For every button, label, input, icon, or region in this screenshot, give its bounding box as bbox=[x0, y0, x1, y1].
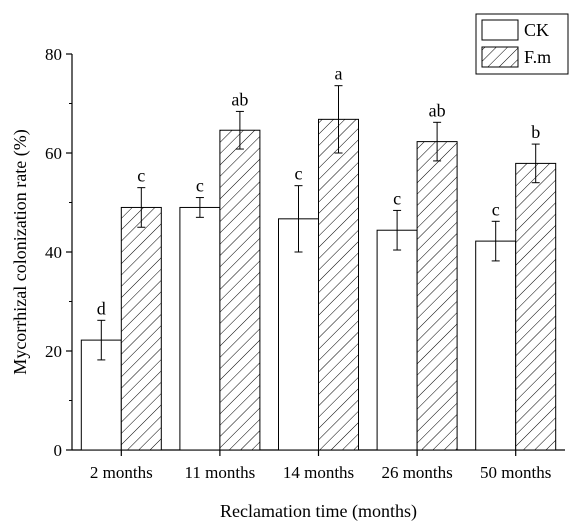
legend-swatch-fm bbox=[481, 46, 519, 68]
bar-fm bbox=[120, 206, 162, 451]
x-tick-label: 2 months bbox=[90, 463, 153, 482]
x-tick-label: 26 months bbox=[381, 463, 452, 482]
bar-ck bbox=[179, 206, 221, 451]
bar-ck bbox=[278, 218, 319, 451]
significance-letter: a bbox=[335, 64, 343, 84]
legend-label-fm: F.m bbox=[524, 47, 551, 67]
bar-ck bbox=[80, 339, 122, 451]
y-axis-title: Mycorrhizal colonization rate (%) bbox=[10, 129, 31, 374]
legend-label-ck: CK bbox=[524, 20, 549, 40]
significance-letter: c bbox=[295, 164, 303, 184]
x-tick-label: 11 months bbox=[185, 463, 256, 482]
significance-letter: c bbox=[393, 188, 401, 208]
bar-fm bbox=[515, 162, 557, 451]
bar-fm bbox=[219, 129, 261, 451]
bar-ck bbox=[376, 229, 418, 451]
bars bbox=[80, 85, 557, 451]
significance-letter: d bbox=[97, 298, 106, 318]
bar-fm bbox=[318, 118, 359, 451]
y-tick-label: 80 bbox=[45, 45, 62, 64]
significance-letter: ab bbox=[231, 89, 248, 109]
bar-ck bbox=[475, 240, 517, 451]
y-tick-label: 40 bbox=[45, 243, 62, 262]
x-axis-title: Reclamation time (months) bbox=[220, 501, 417, 522]
y-tick-label: 60 bbox=[45, 144, 62, 163]
legend: CK F.m bbox=[475, 13, 569, 75]
significance-letter: c bbox=[196, 176, 204, 196]
significance-letter: b bbox=[531, 122, 540, 142]
significance-letter: c bbox=[137, 166, 145, 186]
x-tick-label: 50 months bbox=[480, 463, 551, 482]
legend-swatch-ck bbox=[481, 19, 519, 41]
bar-fm bbox=[416, 141, 458, 451]
y-tick-label: 0 bbox=[54, 441, 63, 460]
significance-letter: ab bbox=[429, 100, 446, 120]
significance-letter: c bbox=[492, 199, 500, 219]
x-tick-label: 14 months bbox=[283, 463, 354, 482]
y-tick-label: 20 bbox=[45, 342, 62, 361]
